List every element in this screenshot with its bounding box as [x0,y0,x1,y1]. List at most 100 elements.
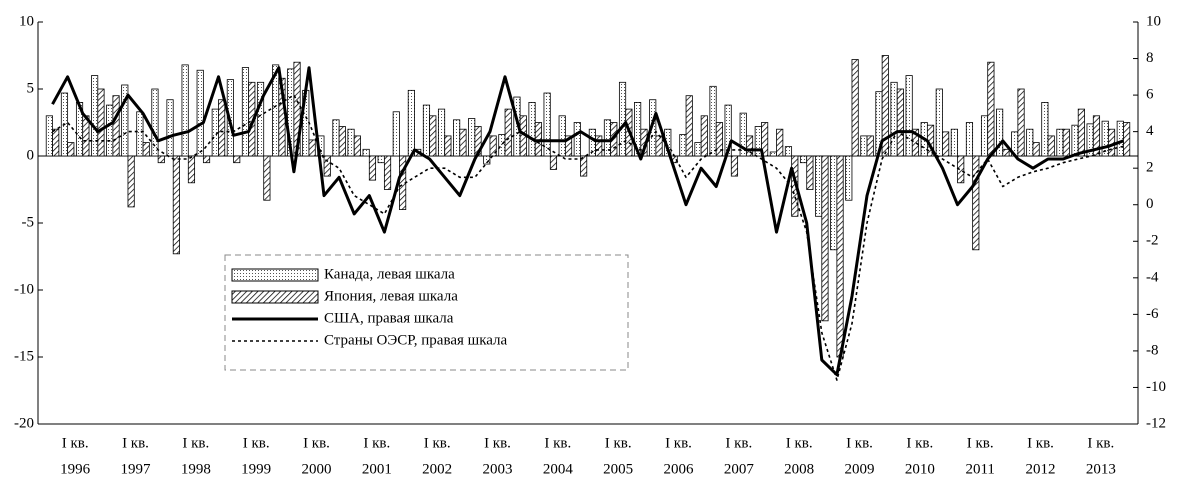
bar [468,118,476,157]
x-sublabel: I кв. [243,435,270,451]
bar [151,88,159,157]
bar [1092,115,1101,157]
bar [845,155,853,201]
bar [459,128,467,157]
bar [489,135,497,157]
bar [830,155,838,251]
y-tick-label: 10 [19,13,34,29]
x-sublabel: I кв. [605,435,632,451]
bar [422,104,431,157]
y2-tick-label: 0 [1146,196,1154,212]
bar [377,155,385,164]
bar [881,55,889,157]
bar [694,142,702,157]
bar [860,135,868,157]
bar [157,155,165,164]
bar [97,88,105,157]
x-sublabel: I кв. [544,435,571,451]
bar [233,155,241,164]
x-tick-label: 2011 [965,461,994,477]
x-tick-label: 2013 [1086,461,1116,477]
y2-tick-label: 8 [1146,50,1154,66]
bar [896,88,904,157]
bar [815,155,823,217]
bar [950,128,958,157]
bar [942,131,950,157]
bar [769,151,777,157]
bar [392,111,400,157]
bar [498,134,506,157]
y2-tick-label: -2 [1146,233,1159,249]
line [51,66,1125,377]
bar [558,115,566,157]
bar [437,108,446,157]
x-tick-label: 1999 [241,461,271,477]
x-tick-label: 2009 [845,461,875,477]
bar [52,128,60,157]
x-tick-label: 1998 [181,461,211,477]
y2-tick-label: -8 [1146,342,1159,358]
y2-tick-label: -6 [1146,306,1159,322]
bar [866,135,874,157]
bar [799,155,808,164]
bar [1041,102,1049,157]
y-tick-label: 0 [27,147,35,163]
bar [1116,120,1124,157]
line [52,94,1124,381]
bar [308,139,316,157]
bar [543,92,551,157]
y2-tick-label: 2 [1146,160,1154,176]
bar [679,134,687,157]
x-tick-label: 2005 [603,461,633,477]
bar [1002,148,1010,157]
bar [142,142,150,157]
bar [1017,88,1025,157]
x-sublabel: I кв. [424,435,451,451]
x-sublabel: I кв. [122,435,149,451]
legend-label: Канада, левая шкала [324,266,455,282]
bar [181,64,189,157]
bar [980,115,989,157]
bar [483,155,491,165]
bar [784,146,793,157]
bar [45,115,53,157]
x-tick-label: 1997 [121,461,152,477]
bar [241,67,250,157]
y-tick-label: 5 [27,80,35,96]
bar [196,69,204,157]
x-sublabel: I кв. [665,435,692,451]
x-sublabel: I кв. [1027,435,1054,451]
bar [1107,128,1116,157]
bar [911,128,920,157]
bar [407,89,415,157]
bar [1062,128,1070,157]
x-tick-label: 2006 [664,461,695,477]
bar [368,155,377,181]
bar [987,61,995,157]
bar [1077,108,1085,157]
y2-tick-label: 6 [1146,87,1154,103]
legend-swatch [231,290,319,304]
bar [935,88,943,157]
y-tick-label: -15 [14,348,34,364]
bar [106,104,114,157]
x-tick-label: 2012 [1026,461,1056,477]
y-tick-label: -10 [14,281,34,297]
bar [730,155,739,177]
bar [549,155,558,170]
bar [564,135,573,157]
bar [218,99,226,157]
bar [573,122,581,157]
x-tick-label: 2010 [905,461,935,477]
bar [1071,124,1079,157]
legend-swatch [231,268,319,282]
bar [595,135,603,157]
bar [127,155,135,208]
bar [957,155,965,184]
bar [890,81,898,157]
bar [67,142,75,157]
bar [685,95,693,157]
bar [821,155,829,322]
bar [136,111,144,157]
